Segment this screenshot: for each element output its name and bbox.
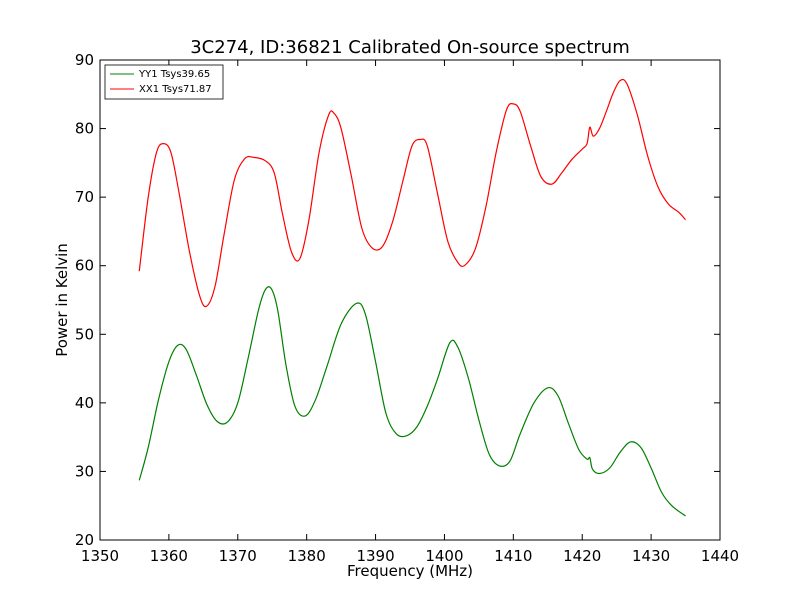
y-axis-label: Power in Kelvin	[53, 243, 71, 357]
x-tick-label: 1380	[288, 547, 326, 565]
x-tick-label: 1400	[425, 547, 463, 565]
y-tick-label: 20	[75, 531, 94, 549]
x-axis: 1350 1360 1370 1380 1390 1400 1410 1420 1430 1440	[81, 60, 739, 565]
legend-label-yy1: YY1 Tsys39.65	[138, 69, 210, 80]
legend-label-xx1: XX1 Tsys71.87	[139, 84, 212, 95]
x-tick-label: 1410	[494, 547, 532, 565]
x-tick-label: 1360	[150, 547, 188, 565]
y-tick-label: 60	[75, 257, 94, 275]
series-line-yy1	[138, 286, 686, 517]
x-tick-label: 1390	[356, 547, 394, 565]
series-layer	[138, 78, 687, 517]
x-tick-label: 1440	[701, 547, 739, 565]
series-line-xx1	[138, 78, 687, 308]
y-tick-label: 90	[75, 51, 94, 69]
x-tick-label: 1350	[81, 547, 119, 565]
y-tick-label: 50	[75, 325, 94, 343]
y-tick-label: 30	[75, 462, 94, 480]
y-tick-label: 80	[75, 120, 94, 138]
x-axis-label: Frequency (MHz)	[347, 562, 473, 580]
y-tick-label: 40	[75, 394, 94, 412]
x-tick-label: 1370	[219, 547, 257, 565]
plot-frame	[99, 59, 721, 541]
y-axis: 20 30 40 50 60 70 80 90	[75, 51, 720, 549]
chart-title: 3C274, ID:36821 Calibrated On-source spe…	[190, 37, 630, 58]
x-tick-label: 1420	[563, 547, 601, 565]
y-tick-label: 70	[75, 188, 94, 206]
legend: YY1 Tsys39.65 XX1 Tsys71.87	[104, 64, 224, 100]
legend-box	[104, 64, 224, 100]
plot-area	[100, 60, 720, 540]
x-tick-label: 1430	[632, 547, 670, 565]
